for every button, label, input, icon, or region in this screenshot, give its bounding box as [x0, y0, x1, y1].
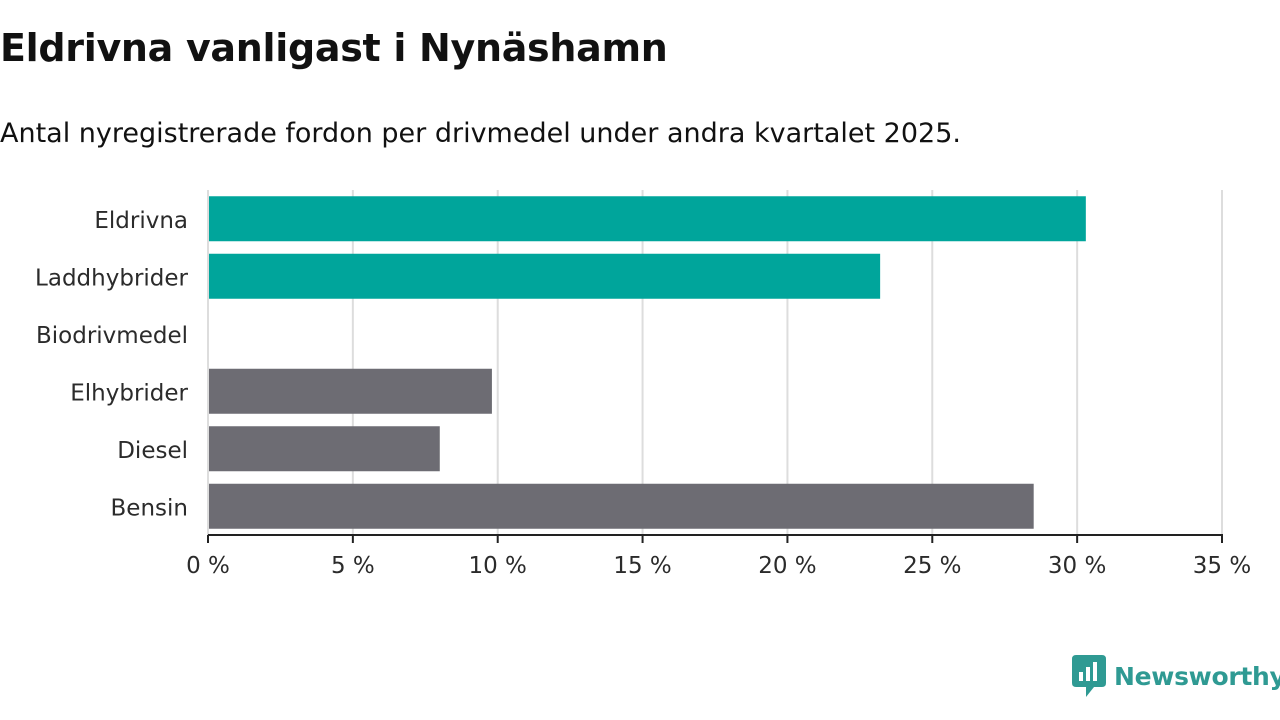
x-tick-label: 35 %: [1193, 553, 1251, 579]
bar-elhybrider: [208, 368, 492, 414]
chart-subtitle: Antal nyregistrerade fordon per drivmede…: [0, 118, 961, 149]
category-label: Laddhybrider: [35, 265, 188, 291]
x-tick-label: 25 %: [903, 553, 961, 579]
category-label: Bensin: [111, 495, 188, 521]
bar-diesel: [208, 426, 440, 472]
category-label: Biodrivmedel: [36, 323, 188, 349]
x-tick-label: 30 %: [1048, 553, 1106, 579]
x-tick-label: 15 %: [613, 553, 671, 579]
x-tick-label: 5 %: [331, 553, 375, 579]
bar-laddhybrider: [208, 253, 881, 299]
x-tick-label: 20 %: [758, 553, 816, 579]
bars: [208, 196, 1086, 529]
x-tick-label: 0 %: [186, 553, 230, 579]
x-axis: 0 % 5 % 10 % 15 % 20 % 25 % 30 % 35 %: [186, 190, 1251, 579]
x-tick-label: 10 %: [468, 553, 526, 579]
brand-name: Newsworthy: [1114, 661, 1280, 691]
newsworthy-logo-icon: [1072, 655, 1106, 697]
chart-title: Eldrivna vanligast i Nynäshamn: [0, 26, 668, 70]
newsworthy-logo: Newsworthy: [1072, 654, 1280, 698]
grid-lines: [351, 190, 1223, 535]
bar-eldrivna: [208, 196, 1086, 242]
category-label: Elhybrider: [70, 380, 188, 406]
category-labels: Eldrivna Laddhybrider Biodrivmedel Elhybrid…: [35, 208, 188, 522]
bar-bensin: [208, 483, 1034, 529]
category-label: Eldrivna: [94, 208, 188, 234]
category-label: Diesel: [117, 438, 188, 464]
